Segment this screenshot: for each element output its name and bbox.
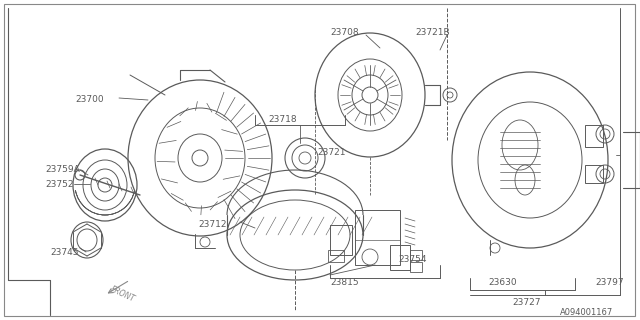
Text: 23721: 23721 [317,148,346,157]
Text: FRONT: FRONT [109,285,136,304]
Text: 23712: 23712 [198,220,227,229]
Bar [410,250,422,260]
Bar [585,165,603,183]
Bar [355,210,400,265]
Text: 23700: 23700 [75,95,104,104]
Text: 23708: 23708 [330,28,358,37]
Text: 23752: 23752 [45,180,74,189]
Bar [390,245,410,270]
Text: 23718: 23718 [268,115,296,124]
Bar [330,225,352,255]
Text: 23815: 23815 [330,278,358,287]
Text: 23630: 23630 [488,278,516,287]
Text: 23745: 23745 [50,248,79,257]
Text: 23721B: 23721B [415,28,450,37]
Text: 23727: 23727 [512,298,541,307]
Text: 23797: 23797 [595,278,623,287]
Text: A094001167: A094001167 [560,308,613,317]
Bar [328,250,344,262]
Text: 23754: 23754 [398,255,426,264]
Bar [410,262,422,272]
Text: 23759A: 23759A [45,165,80,174]
Bar [585,125,603,147]
